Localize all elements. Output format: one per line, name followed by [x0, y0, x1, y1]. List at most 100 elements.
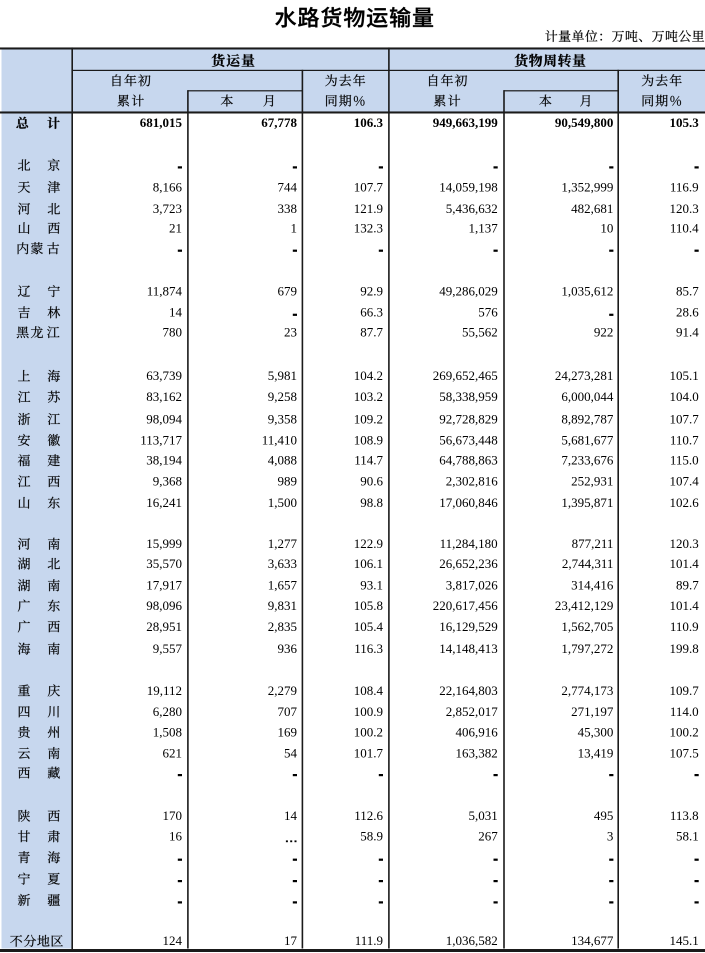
svg-text:115.0: 115.0	[670, 453, 699, 468]
svg-text:780: 780	[163, 325, 183, 340]
svg-text:98,096: 98,096	[146, 598, 182, 613]
svg-text:1,395,871: 1,395,871	[561, 495, 613, 510]
svg-text:16,129,529: 16,129,529	[439, 619, 498, 634]
svg-text:116.3: 116.3	[354, 641, 383, 656]
svg-text:92.9: 92.9	[360, 283, 383, 298]
svg-text:105.3: 105.3	[669, 115, 699, 130]
svg-text:134,677: 134,677	[571, 933, 614, 948]
svg-text:10: 10	[600, 220, 613, 235]
svg-text:707: 707	[278, 704, 298, 719]
svg-text:100.9: 100.9	[354, 704, 383, 719]
svg-text:2,852,017: 2,852,017	[446, 704, 499, 719]
svg-text:269,652,465: 269,652,465	[433, 368, 498, 383]
svg-text:576: 576	[478, 305, 498, 320]
svg-text:621: 621	[163, 745, 183, 760]
svg-text:5,681,677: 5,681,677	[561, 432, 614, 447]
svg-text:17: 17	[284, 933, 298, 948]
svg-text:120.3: 120.3	[669, 201, 698, 216]
svg-text:5,436,632: 5,436,632	[446, 201, 498, 216]
svg-text:105.8: 105.8	[354, 598, 383, 613]
svg-text:93.1: 93.1	[360, 578, 383, 593]
svg-text:24,273,281: 24,273,281	[555, 368, 614, 383]
svg-text:936: 936	[278, 641, 298, 656]
svg-text:66.3: 66.3	[360, 305, 383, 320]
svg-text:17,917: 17,917	[146, 578, 182, 593]
svg-text:2,279: 2,279	[268, 683, 297, 698]
svg-text:6,000,044: 6,000,044	[561, 389, 614, 404]
svg-text:16: 16	[169, 829, 183, 844]
svg-text:107.7: 107.7	[669, 411, 699, 426]
svg-text:23: 23	[284, 325, 297, 340]
svg-text:9,368: 9,368	[153, 474, 182, 489]
svg-text:1,036,582: 1,036,582	[446, 933, 498, 948]
svg-text:145.1: 145.1	[669, 933, 698, 948]
svg-text:163,382: 163,382	[455, 745, 497, 760]
svg-text:110.9: 110.9	[670, 619, 699, 634]
svg-text:1,797,272: 1,797,272	[561, 641, 613, 656]
svg-text:922: 922	[594, 325, 614, 340]
svg-text:11,410: 11,410	[262, 432, 297, 447]
svg-text:102.6: 102.6	[669, 495, 699, 510]
svg-text:23,412,129: 23,412,129	[555, 598, 614, 613]
svg-text:83,162: 83,162	[146, 389, 182, 404]
svg-text:14,148,413: 14,148,413	[439, 641, 498, 656]
svg-text:58.9: 58.9	[360, 829, 383, 844]
svg-text:110.7: 110.7	[670, 432, 699, 447]
svg-text:101.4: 101.4	[669, 598, 699, 613]
svg-text:1,352,999: 1,352,999	[561, 179, 613, 194]
svg-text:114.7: 114.7	[354, 453, 383, 468]
svg-text:949,663,199: 949,663,199	[433, 115, 499, 130]
svg-text:26,652,236: 26,652,236	[439, 556, 498, 571]
svg-text:2,744,311: 2,744,311	[562, 556, 614, 571]
svg-text:6,280: 6,280	[153, 704, 182, 719]
svg-text:2,774,173: 2,774,173	[561, 683, 613, 698]
svg-text:107.7: 107.7	[354, 179, 384, 194]
svg-text:7,233,676: 7,233,676	[561, 453, 614, 468]
svg-text:100.2: 100.2	[669, 724, 698, 739]
svg-text:87.7: 87.7	[360, 325, 383, 340]
svg-text:104.0: 104.0	[669, 389, 698, 404]
svg-text:9,258: 9,258	[268, 389, 297, 404]
svg-text:85.7: 85.7	[676, 283, 699, 298]
svg-text:45,300: 45,300	[578, 724, 614, 739]
svg-text:112.6: 112.6	[354, 808, 383, 823]
svg-text:11,874: 11,874	[147, 283, 183, 298]
svg-text:114.0: 114.0	[670, 704, 699, 719]
svg-text:16,241: 16,241	[146, 495, 182, 510]
svg-text:495: 495	[594, 808, 614, 823]
svg-text:15,999: 15,999	[146, 536, 182, 551]
svg-text:106.1: 106.1	[354, 556, 383, 571]
svg-text:101.7: 101.7	[354, 745, 384, 760]
svg-text:92,728,829: 92,728,829	[439, 411, 498, 426]
svg-text:107.5: 107.5	[669, 745, 698, 760]
svg-text:109.7: 109.7	[669, 683, 699, 698]
svg-text:58,338,959: 58,338,959	[439, 389, 498, 404]
svg-text:8,166: 8,166	[153, 179, 183, 194]
svg-text:338: 338	[278, 201, 298, 216]
svg-text:64,788,863: 64,788,863	[439, 453, 498, 468]
svg-text:113,717: 113,717	[140, 432, 182, 447]
svg-text:110.4: 110.4	[670, 220, 699, 235]
svg-text:111.9: 111.9	[355, 933, 383, 948]
svg-text:2,302,816: 2,302,816	[446, 474, 499, 489]
svg-text:3,817,026: 3,817,026	[446, 578, 499, 593]
svg-text:5,031: 5,031	[468, 808, 497, 823]
svg-text:252,931: 252,931	[571, 474, 613, 489]
svg-text:744: 744	[278, 179, 298, 194]
svg-text:91.4: 91.4	[676, 325, 699, 340]
svg-text:28.6: 28.6	[676, 305, 699, 320]
svg-text:220,617,456: 220,617,456	[433, 598, 499, 613]
svg-text:1,508: 1,508	[153, 724, 182, 739]
svg-text:1,657: 1,657	[268, 578, 298, 593]
svg-text:3,723: 3,723	[153, 201, 182, 216]
svg-text:54: 54	[284, 745, 298, 760]
svg-text:35,570: 35,570	[146, 556, 182, 571]
svg-text:1,562,705: 1,562,705	[561, 619, 613, 634]
svg-text:116.9: 116.9	[670, 179, 699, 194]
svg-text:38,194: 38,194	[146, 453, 182, 468]
svg-text:406,916: 406,916	[455, 724, 498, 739]
svg-text:3: 3	[607, 829, 614, 844]
svg-text:103.2: 103.2	[354, 389, 383, 404]
svg-text:113.8: 113.8	[670, 808, 699, 823]
svg-text:124: 124	[163, 933, 183, 948]
